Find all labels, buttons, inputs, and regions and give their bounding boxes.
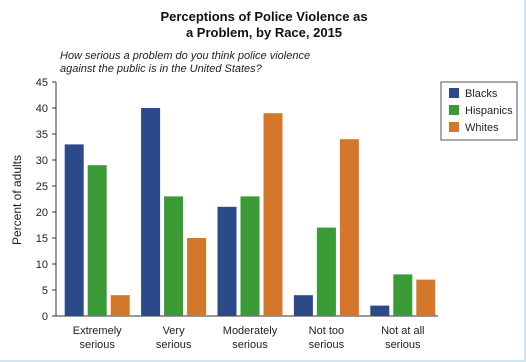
y-tick-label: 35 — [36, 129, 48, 141]
y-axis-label: Percent of adults — [10, 155, 24, 245]
x-category-label: Not at all — [381, 325, 424, 337]
chart-subtitle-line-2: against the public is in the United Stat… — [60, 63, 263, 75]
bar-whites-3 — [263, 113, 283, 316]
x-category-label: Very — [163, 325, 186, 337]
legend-label-blacks: Blacks — [465, 88, 498, 100]
x-category-label: serious — [385, 339, 421, 351]
bar-blacks-5 — [370, 305, 390, 316]
bar-whites-1 — [110, 295, 130, 316]
y-tick-label: 20 — [36, 207, 48, 219]
bar-hispanics-4 — [316, 227, 336, 316]
y-tick-label: 30 — [36, 155, 48, 167]
bar-whites-4 — [339, 139, 359, 316]
legend-swatch-blacks — [449, 88, 459, 98]
x-category-label: serious — [156, 339, 192, 351]
legend-label-hispanics: Hispanics — [465, 105, 513, 117]
bar-hispanics-5 — [393, 274, 413, 316]
bar-hispanics-1 — [87, 165, 107, 316]
y-tick-label: 25 — [36, 181, 48, 193]
x-category-label: Extremely — [73, 325, 122, 337]
plot-area: 0 5 10 15 20 25 30 35 40 45 Extremely serious Very se… — [36, 77, 438, 351]
y-tick-label: 45 — [36, 77, 48, 89]
y-tick-label: 40 — [36, 103, 48, 115]
y-tick-label: 0 — [42, 311, 48, 323]
y-tick-label: 15 — [36, 233, 48, 245]
y-tick-label: 10 — [36, 259, 48, 271]
x-category-label: Moderately — [223, 325, 278, 337]
x-category-label: serious — [232, 339, 268, 351]
x-category-label: serious — [309, 339, 345, 351]
legend-label-whites: Whites — [465, 122, 499, 134]
bar-blacks-1 — [64, 144, 84, 316]
bar-hispanics-2 — [164, 196, 184, 316]
legend-swatch-hispanics — [449, 105, 459, 115]
bar-whites-2 — [187, 238, 207, 316]
bar-whites-5 — [416, 279, 436, 316]
legend: Blacks Hispanics Whites — [440, 81, 518, 141]
chart-title-line-2: a Problem, by Race, 2015 — [186, 25, 342, 40]
bar-blacks-4 — [293, 295, 313, 316]
bar-hispanics-3 — [240, 196, 260, 316]
chart-subtitle-line-1: How serious a problem do you think polic… — [60, 50, 310, 62]
legend-swatch-whites — [449, 122, 459, 132]
bar-blacks-2 — [141, 108, 161, 316]
x-category-label: Not too — [309, 325, 344, 337]
chart-title-line-1: Perceptions of Police Violence as — [160, 9, 367, 24]
chart-title: Perceptions of Police Violence as a Prob… — [160, 9, 367, 40]
y-tick-label: 5 — [42, 285, 48, 297]
x-category-label: serious — [79, 339, 115, 351]
bar-blacks-3 — [217, 206, 237, 316]
chart-subtitle: How serious a problem do you think polic… — [60, 50, 310, 75]
